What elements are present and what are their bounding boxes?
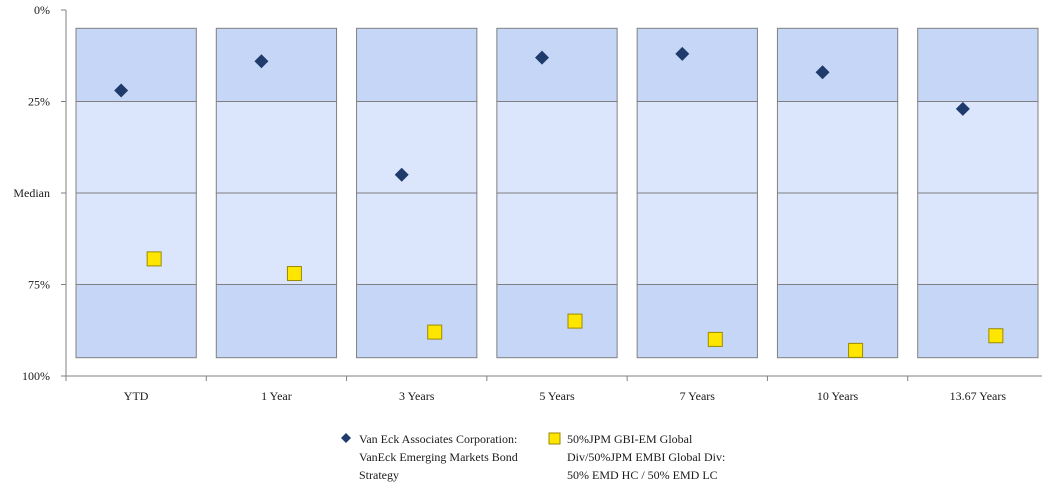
x-tick-label-6: 10 Years [817, 389, 859, 403]
data-points [114, 46, 1004, 358]
band-2-3 [215, 192, 338, 285]
band-5-3 [636, 192, 758, 285]
y-tick-label-3: 75% [28, 278, 50, 292]
band-4-1 [496, 27, 618, 102]
band-3-3 [356, 192, 478, 285]
point-series-2-4 [567, 313, 583, 329]
x-tick-label-3: 3 Years [399, 389, 435, 403]
band-7-1 [917, 27, 1039, 102]
band-4-3 [496, 192, 618, 285]
y-tick-label-1: 25% [28, 95, 50, 109]
band-2-2 [215, 101, 338, 194]
x-tick-label-4: 5 Years [539, 389, 575, 403]
point-series-1-2 [254, 54, 269, 69]
x-axis-labels: YTD 1 Year 3 Years 5 Years 7 Years 10 Years 13… [124, 389, 1007, 403]
point-series-2-3 [427, 324, 443, 340]
legend-label-series-2: 50%JPM GBI-EM Global Div/50%JPM EMBI Glo… [567, 432, 726, 482]
band-3-2 [356, 101, 478, 194]
x-tick-label-7: 13.67 Years [950, 389, 1007, 403]
point-series-1-6 [815, 65, 830, 80]
band-7-2 [917, 101, 1039, 194]
point-series-2-7 [988, 328, 1004, 344]
percentile-chart: 0% 25% Median 75% 100% YTD 1 Year 3 Years 5 Yea… [13, 3, 1042, 403]
band-5-2 [636, 101, 758, 194]
band-1-3 [75, 192, 197, 285]
band-4-4 [496, 284, 618, 359]
point-series-2-5 [707, 331, 723, 347]
band-7-4 [917, 284, 1039, 359]
point-series-1-1 [114, 83, 129, 98]
x-tick-label-2: 1 Year [261, 389, 292, 403]
point-series-1-5 [675, 46, 690, 61]
band-7-3 [917, 192, 1039, 285]
point-series-2-6 [848, 342, 864, 358]
band-2-4 [215, 284, 338, 359]
band-1-1 [75, 27, 197, 102]
point-series-1-7 [955, 101, 970, 116]
band-2-1 [215, 27, 338, 102]
y-axis-labels: 0% 25% Median 75% 100% [13, 3, 50, 383]
x-tick-label-1: YTD [124, 389, 149, 403]
band-5-1 [636, 27, 758, 102]
axes [61, 9, 1042, 381]
band-3-4 [356, 284, 478, 359]
band-6-2 [776, 101, 899, 194]
square-icon [548, 432, 561, 445]
legend-label-series-1: Van Eck Associates Corporation: VanEck E… [359, 432, 518, 482]
point-series-2-2 [286, 266, 302, 282]
x-tick-label-5: 7 Years [680, 389, 716, 403]
percentile-bands [75, 27, 1039, 359]
point-series-2-1 [146, 251, 162, 267]
diamond-icon [341, 433, 351, 443]
band-4-2 [496, 101, 618, 194]
point-series-1-4 [535, 50, 549, 65]
band-1-4 [75, 284, 197, 359]
y-tick-label-4: 100% [22, 369, 50, 383]
y-tick-label-2: Median [13, 186, 50, 200]
band-6-1 [776, 27, 899, 102]
point-series-1-3 [394, 167, 409, 182]
band-5-4 [636, 284, 758, 359]
y-tick-label-0: 0% [34, 3, 50, 17]
band-6-4 [776, 284, 899, 359]
band-3-1 [356, 27, 478, 102]
band-1-2 [75, 101, 197, 194]
band-6-3 [776, 192, 899, 285]
